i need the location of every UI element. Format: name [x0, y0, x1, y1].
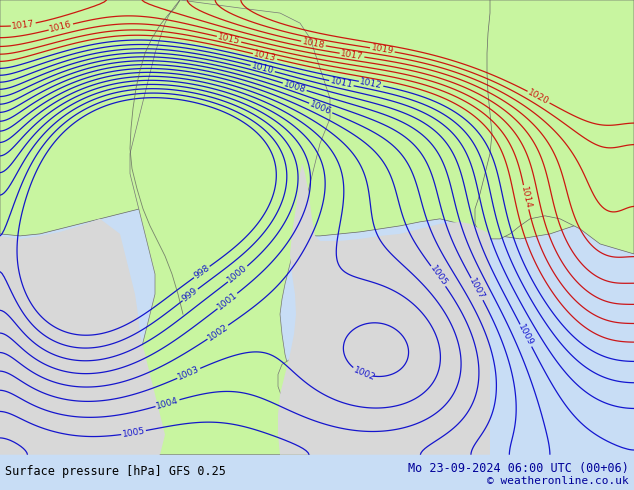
Polygon shape: [278, 164, 490, 455]
Text: 1012: 1012: [359, 77, 383, 90]
Text: 1014: 1014: [519, 185, 533, 209]
Text: © weatheronline.co.uk: © weatheronline.co.uk: [487, 476, 629, 486]
Text: 1010: 1010: [250, 61, 275, 76]
Text: 1000: 1000: [226, 263, 249, 285]
Polygon shape: [0, 219, 165, 455]
Text: 1003: 1003: [176, 365, 201, 382]
Text: 1016: 1016: [49, 20, 73, 34]
Text: Surface pressure [hPa] GFS 0.25: Surface pressure [hPa] GFS 0.25: [5, 465, 226, 478]
Text: 1009: 1009: [517, 323, 535, 348]
Text: 1006: 1006: [308, 99, 333, 117]
Text: 1013: 1013: [253, 49, 277, 64]
Text: 1005: 1005: [428, 264, 449, 288]
Text: 999: 999: [181, 286, 200, 304]
Text: 1017: 1017: [11, 19, 36, 31]
Text: 1020: 1020: [526, 88, 551, 106]
Polygon shape: [475, 0, 634, 254]
Text: 1002: 1002: [206, 322, 230, 343]
Text: 1005: 1005: [122, 426, 146, 439]
Polygon shape: [0, 0, 634, 239]
Text: 1004: 1004: [155, 396, 180, 411]
Text: 1017: 1017: [340, 49, 364, 61]
Text: 1001: 1001: [216, 291, 239, 312]
Text: 1018: 1018: [301, 37, 326, 50]
Text: 998: 998: [192, 263, 212, 281]
Text: 1007: 1007: [468, 277, 486, 301]
Polygon shape: [278, 359, 302, 402]
Polygon shape: [130, 0, 330, 455]
Text: 1015: 1015: [217, 32, 241, 46]
Text: 1019: 1019: [370, 44, 394, 56]
Text: 1002: 1002: [352, 365, 377, 382]
Text: 1008: 1008: [282, 79, 307, 95]
Text: Mo 23-09-2024 06:00 UTC (00+06): Mo 23-09-2024 06:00 UTC (00+06): [408, 463, 629, 475]
Text: 1011: 1011: [329, 76, 354, 90]
